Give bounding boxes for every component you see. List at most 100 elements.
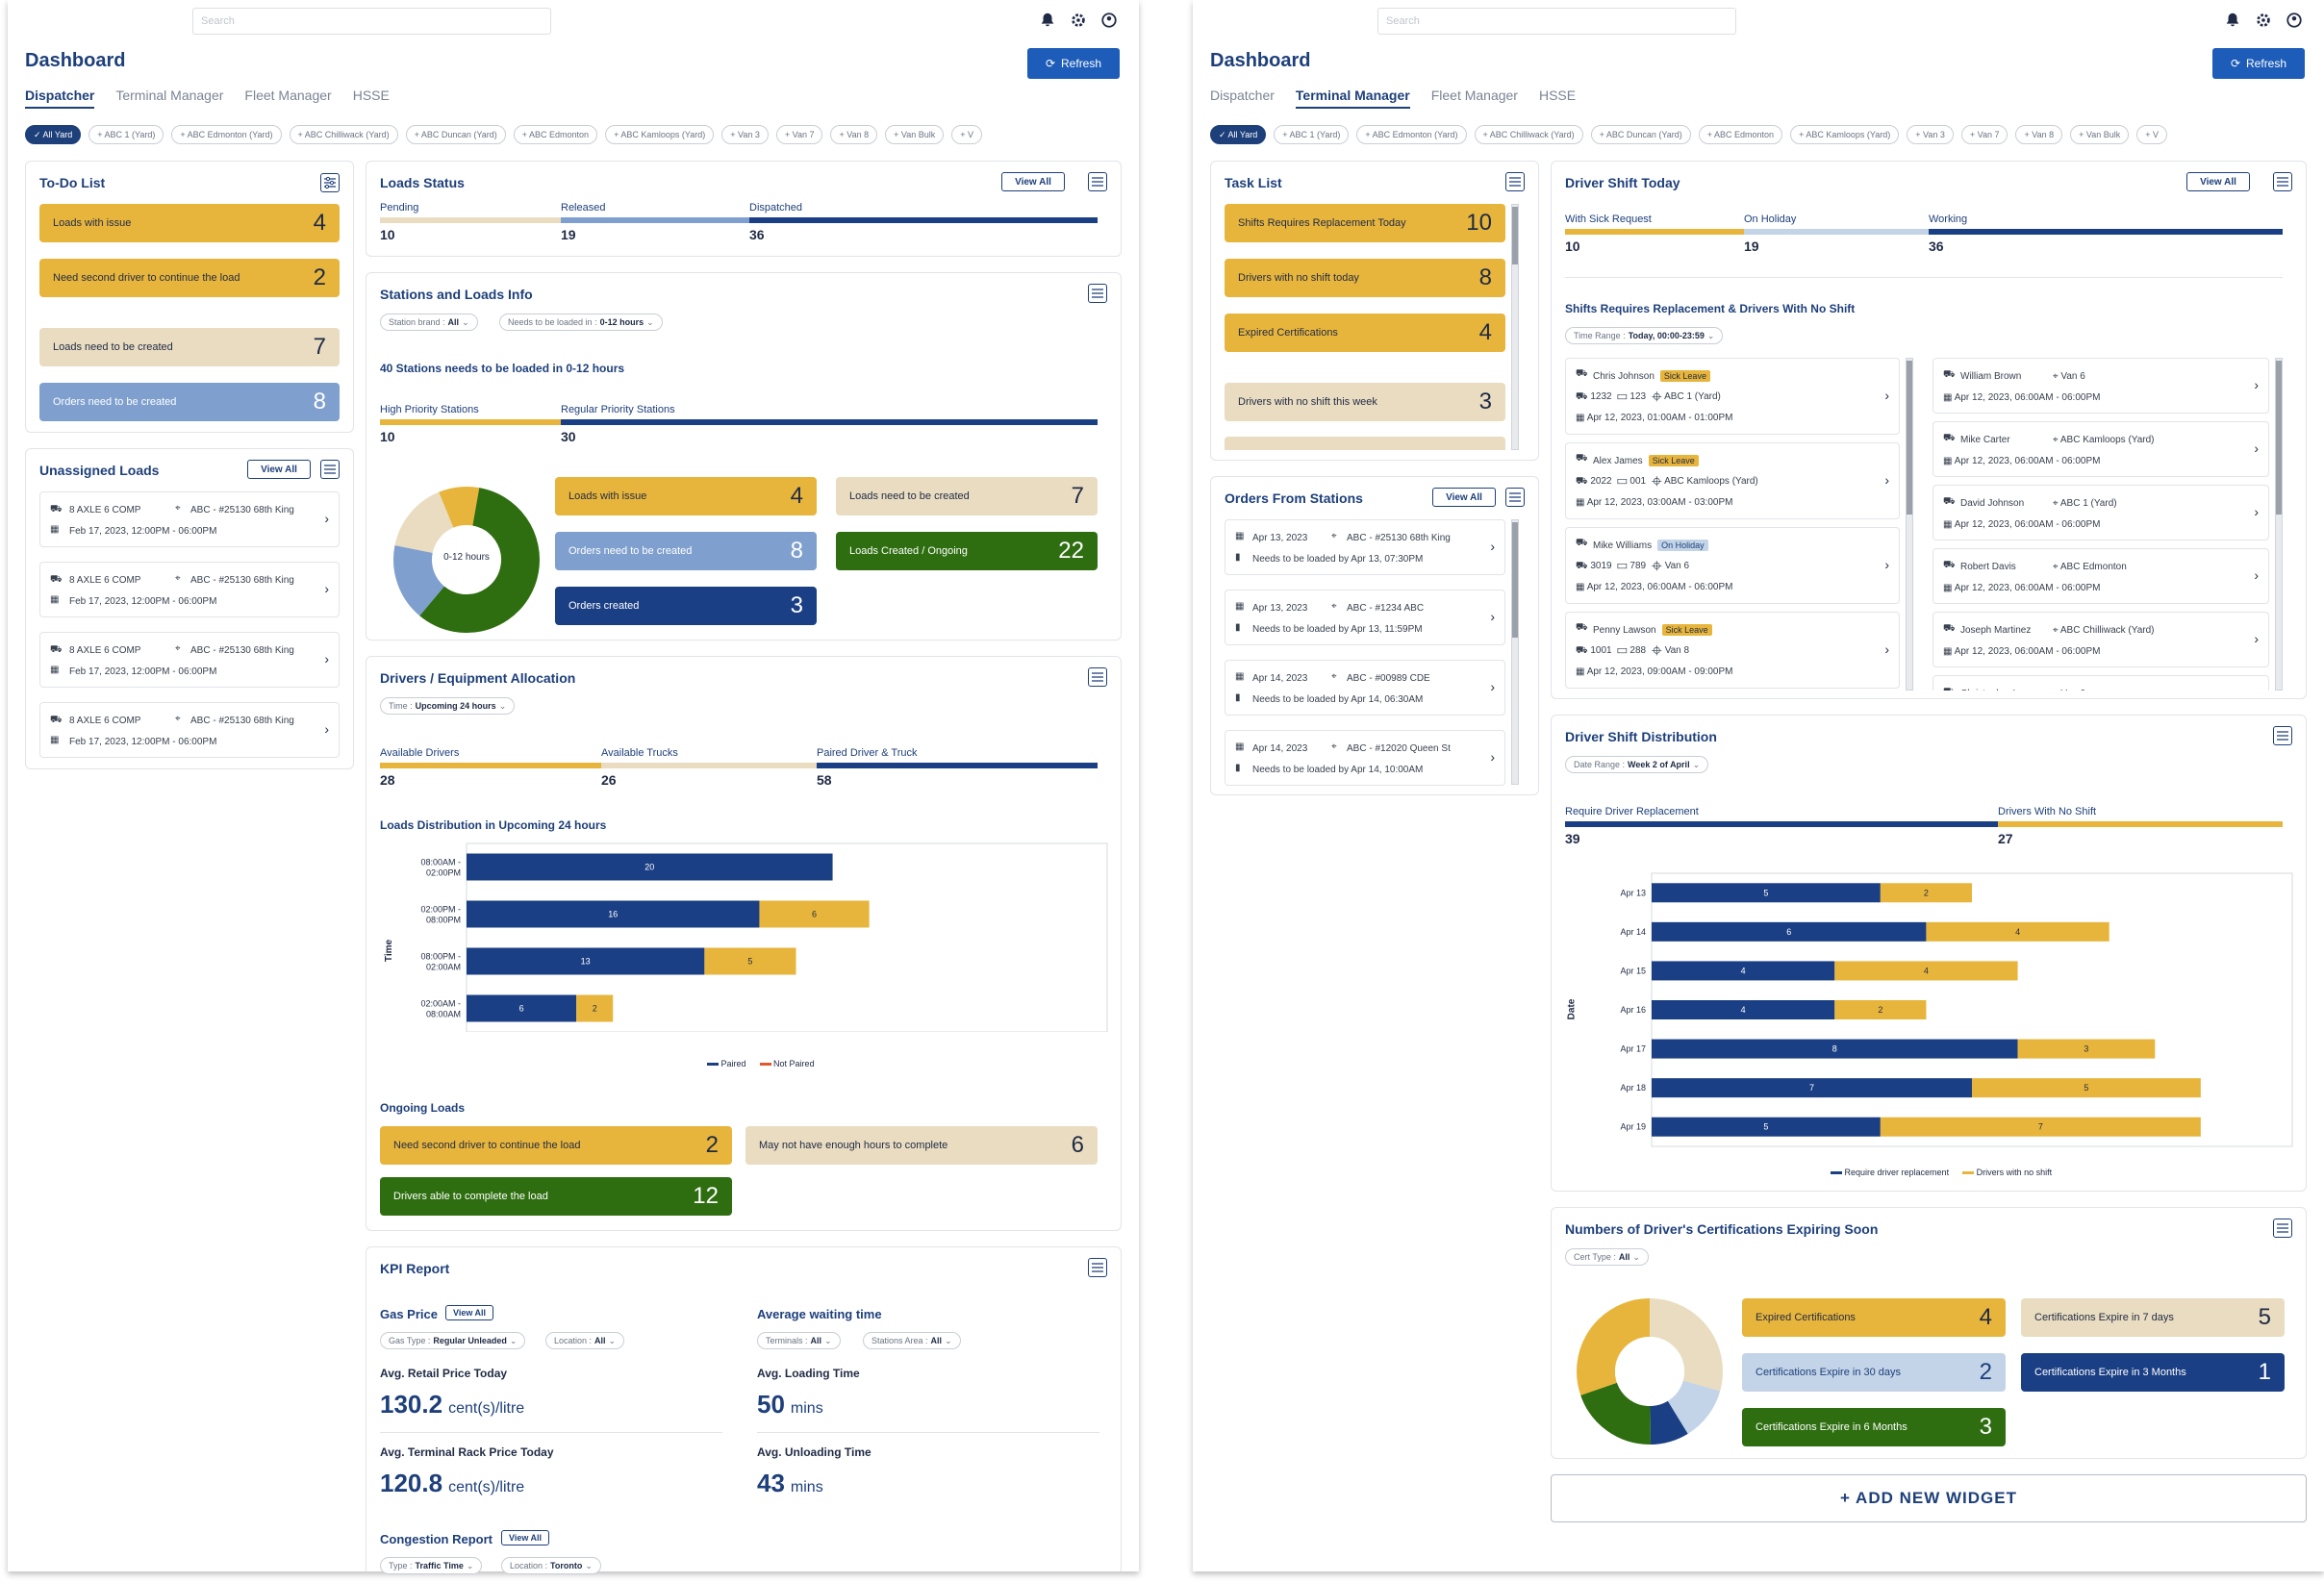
tab-terminal-manager[interactable]: Terminal Manager xyxy=(1295,88,1410,109)
stations-tile[interactable]: Orders created 3 xyxy=(555,587,817,625)
chip[interactable]: + Van 3 xyxy=(1907,125,1954,144)
stations-tile[interactable]: Loads need to be created 7 xyxy=(836,477,1098,515)
cert-tile[interactable]: Expired Certifications 4 xyxy=(1742,1298,2006,1337)
gas-type-dropdown[interactable]: Gas Type : Regular Unleaded ⌄ xyxy=(380,1332,526,1349)
filter-icon[interactable] xyxy=(1088,172,1107,191)
chip[interactable]: + Van 7 xyxy=(1960,125,2008,144)
unassigned-load-item[interactable]: ⛟ 8 AXLE 6 COMP ⌖ ABC - #25130 68th King… xyxy=(39,702,340,758)
refresh-button[interactable]: ⟳ Refresh xyxy=(1027,48,1120,79)
task-item[interactable]: Shifts Requires Replacement Today 10 xyxy=(1225,204,1505,242)
chip[interactable]: + Van 3 xyxy=(721,125,769,144)
chip[interactable]: + ABC Kamloops (Yard) xyxy=(605,125,715,144)
filter-icon[interactable] xyxy=(1088,284,1107,303)
chip-all-yard[interactable]: ✓ All Yard xyxy=(1210,125,1267,144)
location-dropdown[interactable]: Location : All ⌄ xyxy=(545,1332,625,1349)
replacement-driver-item[interactable]: ⛟ Penny Lawson Sick Leave ⛟ 1001 ▭ 288 ⌖ … xyxy=(1565,612,1900,689)
search-input[interactable]: Search xyxy=(1377,8,1736,35)
filter-icon[interactable] xyxy=(2273,726,2292,745)
search-input[interactable]: Search xyxy=(192,8,551,35)
order-item[interactable]: ▦ Apr 14, 2023 ⌖ ABC - #12020 Queen St ▮… xyxy=(1225,730,1505,786)
task-item[interactable]: Drivers with no shift today 8 xyxy=(1225,259,1505,297)
view-all-button[interactable]: View All xyxy=(1001,172,1065,191)
chip[interactable]: + Van 8 xyxy=(830,125,878,144)
no-shift-driver-item[interactable]: ⛟ David Johnson ⌖ ABC 1 (Yard) ▦ Apr 12,… xyxy=(1932,485,2269,540)
chip[interactable]: + ABC Edmonton (Yard) xyxy=(1356,125,1467,144)
tab-dispatcher[interactable]: Dispatcher xyxy=(25,88,95,109)
stations-tile[interactable]: Loads Created / Ongoing 22 xyxy=(836,532,1098,570)
chip[interactable]: + Van 7 xyxy=(775,125,823,144)
cert-tile[interactable]: Certifications Expire in 6 Months 3 xyxy=(1742,1408,2006,1446)
unassigned-load-item[interactable]: ⛟ 8 AXLE 6 COMP ⌖ ABC - #25130 68th King… xyxy=(39,562,340,617)
tab-fleet-manager[interactable]: Fleet Manager xyxy=(244,88,332,103)
chip[interactable]: + V xyxy=(2136,125,2167,144)
bell-icon[interactable] xyxy=(1039,12,1056,29)
filter-icon[interactable] xyxy=(2273,172,2292,191)
unassigned-load-item[interactable]: ⛟ 8 AXLE 6 COMP ⌖ ABC - #25130 68th King… xyxy=(39,632,340,688)
tab-dispatcher[interactable]: Dispatcher xyxy=(1210,88,1275,103)
chip[interactable]: + ABC 1 (Yard) xyxy=(88,125,164,144)
view-all-button[interactable]: View All xyxy=(1432,488,1496,507)
bell-icon[interactable] xyxy=(2224,12,2241,29)
task-item[interactable]: Drivers with no shift this week 3 xyxy=(1225,383,1505,421)
load-window-dropdown[interactable]: Needs to be loaded in :0-12 hours ⌄ xyxy=(499,314,663,331)
todo-item[interactable]: Loads need to be created 7 xyxy=(39,328,340,366)
gear-icon[interactable] xyxy=(1070,12,1087,29)
cert-tile[interactable]: Certifications Expire in 30 days 2 xyxy=(1742,1353,2006,1392)
gear-icon[interactable] xyxy=(2255,12,2272,29)
tab-hsse[interactable]: HSSE xyxy=(1538,88,1577,103)
congestion-type-dropdown[interactable]: Type : Traffic Time ⌄ xyxy=(380,1557,483,1574)
no-shift-driver-item[interactable]: ⛟ Mike Carter ⌖ ABC Kamloops (Yard) ▦ Ap… xyxy=(1932,421,2269,477)
unassigned-load-item[interactable]: ⛟ 8 AXLE 6 COMP ⌖ ABC - #25130 68th King… xyxy=(39,491,340,547)
tab-fleet-manager[interactable]: Fleet Manager xyxy=(1430,88,1518,103)
tab-terminal-manager[interactable]: Terminal Manager xyxy=(115,88,224,103)
no-shift-driver-item[interactable]: ⛟ Christopher Lee ⌖ Van 6 ▦ › xyxy=(1932,675,2269,691)
todo-item[interactable]: Loads with issue 4 xyxy=(39,204,340,242)
chip[interactable]: + ABC Edmonton xyxy=(513,125,598,144)
chip[interactable]: + Van 8 xyxy=(2015,125,2063,144)
scrollbar[interactable] xyxy=(1511,519,1519,785)
time-range-dropdown[interactable]: Time Range : Today, 00:00-23:59 ⌄ xyxy=(1565,327,1724,344)
filter-icon[interactable] xyxy=(320,173,340,192)
view-all-button[interactable]: View All xyxy=(247,460,311,479)
cert-tile[interactable]: Certifications Expire in 7 days 5 xyxy=(2021,1298,2285,1337)
scrollbar[interactable] xyxy=(1511,204,1519,450)
chip[interactable]: + ABC Chilliwack (Yard) xyxy=(1474,125,1583,144)
chip-all-yard[interactable]: ✓ All Yard xyxy=(25,125,82,144)
view-all-button[interactable]: View All xyxy=(2186,172,2250,191)
chip[interactable]: + ABC Duncan (Yard) xyxy=(405,125,506,144)
order-item[interactable]: ▦ Apr 13, 2023 ⌖ ABC - #1234 ABC ▮ Needs… xyxy=(1225,590,1505,645)
chip[interactable]: + ABC Chilliwack (Yard) xyxy=(289,125,398,144)
cert-tile[interactable]: Certifications Expire in 3 Months 1 xyxy=(2021,1353,2285,1392)
filter-icon[interactable] xyxy=(1088,667,1107,687)
replacement-driver-item[interactable]: ⛟ Alex James Sick Leave ⛟ 2022 ▭ 001 ⌖ AB… xyxy=(1565,442,1900,519)
scrollbar[interactable] xyxy=(2275,358,2283,691)
user-circle-icon[interactable] xyxy=(1100,12,1118,29)
station-brand-dropdown[interactable]: Station brand : All ⌄ xyxy=(380,314,478,331)
terminals-dropdown[interactable]: Terminals : All ⌄ xyxy=(757,1332,841,1349)
ongoing-tile[interactable]: Need second driver to continue the load 2 xyxy=(380,1126,732,1165)
scrollbar[interactable] xyxy=(1906,358,1913,691)
order-item[interactable]: ▦ Apr 13, 2023 ⌖ ABC - #25130 68th King … xyxy=(1225,519,1505,575)
chip[interactable]: + Van Bulk xyxy=(885,125,945,144)
chip[interactable]: + V xyxy=(951,125,982,144)
no-shift-driver-item[interactable]: ⛟ Joseph Martinez ⌖ ABC Chilliwack (Yard… xyxy=(1932,612,2269,667)
view-all-button[interactable]: View All xyxy=(501,1530,549,1545)
add-new-widget-button[interactable]: + ADD NEW WIDGET xyxy=(1551,1474,2307,1522)
chip[interactable]: + Van Bulk xyxy=(2070,125,2130,144)
stations-tile[interactable]: Loads with issue 4 xyxy=(555,477,817,515)
filter-icon[interactable] xyxy=(2273,1219,2292,1238)
congestion-location-dropdown[interactable]: Location : Toronto ⌄ xyxy=(501,1557,601,1574)
filter-icon[interactable] xyxy=(1505,172,1525,191)
chip[interactable]: + ABC Edmonton xyxy=(1698,125,1783,144)
filter-icon[interactable] xyxy=(1505,488,1525,507)
task-item[interactable]: Expired Certifications 4 xyxy=(1225,314,1505,352)
todo-item[interactable]: Orders need to be created 8 xyxy=(39,383,340,421)
view-all-button[interactable]: View All xyxy=(445,1305,493,1320)
no-shift-driver-item[interactable]: ⛟ Robert Davis ⌖ ABC Edmonton ▦ Apr 12, … xyxy=(1932,548,2269,604)
stations-area-dropdown[interactable]: Stations Area : All ⌄ xyxy=(863,1332,961,1349)
todo-item[interactable]: Need second driver to continue the load 2 xyxy=(39,259,340,297)
chip[interactable]: + ABC Duncan (Yard) xyxy=(1590,125,1691,144)
time-dropdown[interactable]: Time : Upcoming 24 hours ⌄ xyxy=(380,697,516,715)
tab-hsse[interactable]: HSSE xyxy=(352,88,390,103)
chip[interactable]: + ABC 1 (Yard) xyxy=(1274,125,1350,144)
